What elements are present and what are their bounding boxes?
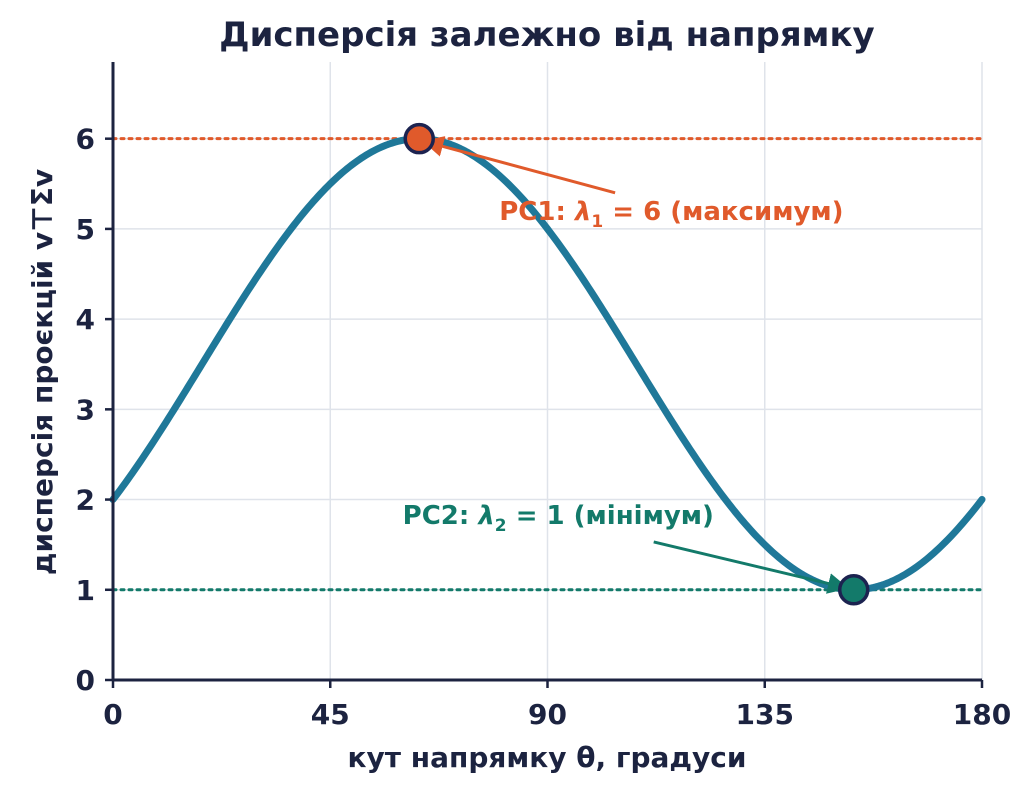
annotation-symbol: λ <box>476 501 494 531</box>
y-axis-label: дисперсія проєкцій v⊤Σv <box>26 169 59 575</box>
x-tick-label: 90 <box>528 698 567 731</box>
y-tick-label: 3 <box>76 393 95 426</box>
annotation-prefix: PC2: <box>403 501 479 531</box>
annotation-subscript: 2 <box>495 516 507 536</box>
y-tick-label: 0 <box>76 664 95 697</box>
annotation-label: PC1: λ1 = 6 (максимум) <box>499 197 843 232</box>
x-axis-label: кут напрямку θ, градуси <box>348 741 747 774</box>
y-tick-label: 6 <box>76 123 95 156</box>
x-tick-label: 45 <box>311 698 350 731</box>
annotation-symbol: λ <box>573 197 591 227</box>
x-tick-label: 180 <box>953 698 1011 731</box>
extreme-points <box>403 122 870 606</box>
annotation-subscript: 1 <box>591 212 603 232</box>
y-tick-label: 5 <box>76 213 95 246</box>
annotation-arrow <box>653 540 849 594</box>
annotation-label: PC2: λ2 = 1 (мінімум) <box>403 501 714 536</box>
y-tick-label: 1 <box>76 574 95 607</box>
y-tick-label: 2 <box>76 484 95 517</box>
x-tick-label: 135 <box>736 698 794 731</box>
x-tick-label: 0 <box>103 698 122 731</box>
annotation-arrow <box>422 136 616 195</box>
extreme-point <box>837 574 870 606</box>
annotation-prefix: PC1: <box>499 197 575 227</box>
chart-title: Дисперсія залежно від напрямку <box>219 15 874 55</box>
annotations: PC1: λ1 = 6 (максимум)PC2: λ2 = 1 (мінім… <box>403 136 849 594</box>
extreme-point <box>403 122 435 155</box>
annotation-suffix: = 1 (мінімум) <box>507 501 714 531</box>
y-tick-label: 4 <box>76 303 95 336</box>
annotation-suffix: = 6 (максимум) <box>603 197 843 227</box>
